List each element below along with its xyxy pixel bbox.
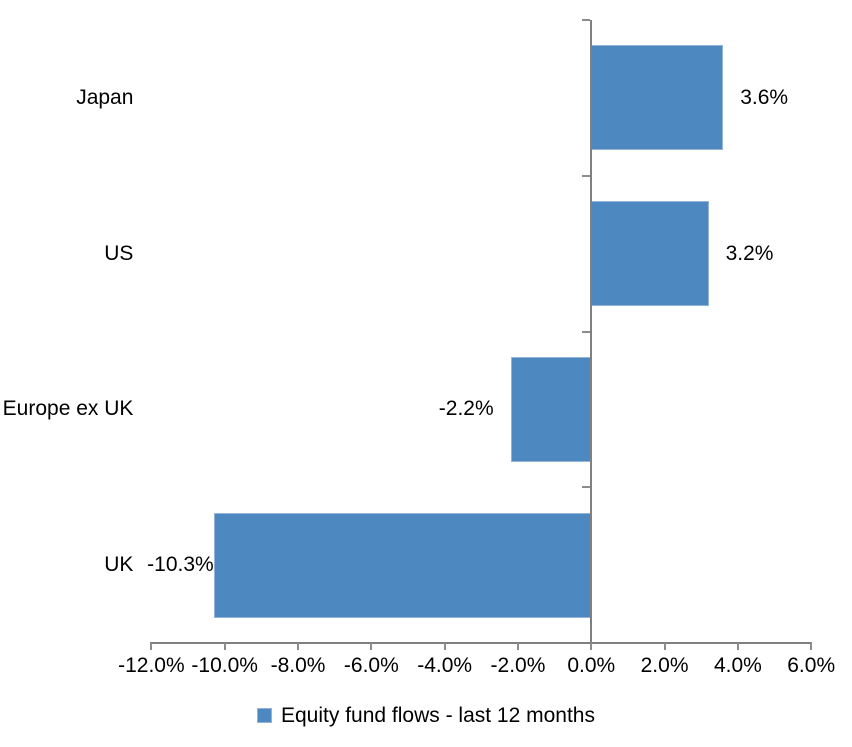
legend: Equity fund flows - last 12 months — [0, 703, 852, 728]
bar-japan — [591, 45, 724, 151]
x-tick-label: -6.0% — [343, 654, 399, 677]
x-tick-label: -12.0% — [118, 654, 185, 677]
x-axis-tick-mark — [590, 643, 593, 650]
x-tick-label: -4.0% — [417, 654, 473, 677]
x-axis-tick-mark — [223, 643, 226, 650]
x-tick-label: 0.0% — [567, 654, 616, 677]
y-axis-tick-mark — [582, 486, 591, 489]
x-tick-label: -10.0% — [191, 654, 258, 677]
bar-data-label: -2.2% — [438, 397, 494, 421]
bar-us — [591, 201, 709, 307]
category-label-us: US — [104, 241, 134, 265]
x-axis-tick-mark — [516, 643, 519, 650]
zero-axis-line — [590, 20, 593, 644]
x-axis-tick-mark — [150, 643, 153, 650]
x-axis-tick-mark — [443, 643, 446, 650]
category-label-uk: UK — [104, 553, 134, 577]
x-axis-tick-mark — [810, 643, 813, 650]
x-axis-tick-mark — [736, 643, 739, 650]
legend-label: Equity fund flows - last 12 months — [281, 704, 595, 727]
category-label-europe-ex-uk: Europe ex UK — [2, 397, 134, 421]
x-axis-tick-mark — [370, 643, 373, 650]
x-tick-label: 2.0% — [640, 654, 689, 677]
bar-data-label: -10.3% — [147, 553, 214, 577]
x-tick-label: 6.0% — [787, 654, 836, 677]
x-tick-label: -2.0% — [490, 654, 546, 677]
legend-marker-icon — [257, 708, 272, 724]
y-axis-tick-mark — [582, 174, 591, 177]
bar-data-label: 3.6% — [740, 85, 789, 109]
x-axis-line — [150, 642, 813, 644]
y-axis-tick-mark — [582, 19, 591, 21]
bar-uk — [213, 512, 592, 618]
x-tick-label: -8.0% — [270, 654, 326, 677]
category-label-japan: Japan — [76, 85, 134, 109]
x-axis-tick-mark — [663, 643, 666, 650]
x-tick-label: 4.0% — [713, 654, 762, 677]
y-axis-tick-mark — [582, 330, 591, 333]
x-axis-tick-mark — [297, 643, 300, 650]
bar-europe-ex-uk — [510, 356, 592, 462]
bar-data-label: 3.2% — [725, 241, 774, 265]
